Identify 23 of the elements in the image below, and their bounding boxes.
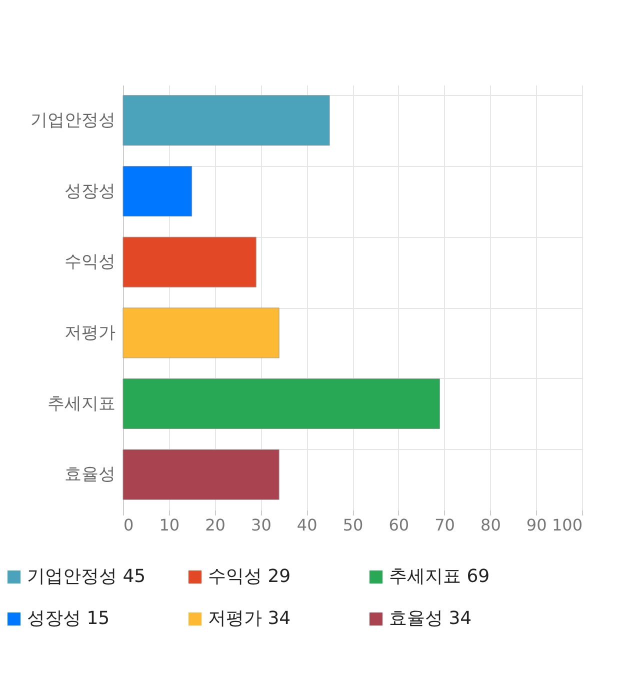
legend-label: 추세지표 69: [389, 566, 490, 587]
y-tick-label: 효율성: [64, 464, 116, 485]
y-tick-label: 기업안정성: [30, 110, 116, 130]
y-tick-label: 저평가: [64, 322, 116, 343]
y-tick-label: 성장성: [64, 181, 116, 202]
x-tick-label: 0: [124, 516, 134, 534]
x-tick-label: 70: [434, 516, 455, 534]
x-tick-label: 40: [296, 516, 318, 534]
legend-label: 기업안정성 45: [27, 566, 146, 587]
x-tick-label: 10: [159, 516, 180, 534]
x-tick-label: 60: [388, 516, 410, 534]
legend-label: 효율성 34: [389, 608, 472, 629]
x-tick-label: 100: [552, 516, 582, 534]
x-tick-label: 90: [526, 516, 547, 534]
y-tick-label: 추세지표: [48, 394, 116, 414]
x-tick-label: 20: [205, 516, 226, 534]
legend-label: 수익성 29: [208, 566, 291, 587]
x-tick-label: 80: [480, 516, 501, 534]
y-tick-label: 수익성: [64, 252, 116, 272]
legend-label: 저평가 34: [208, 608, 291, 629]
x-tick-label: 30: [251, 516, 272, 534]
legend-label: 성장성 15: [27, 608, 110, 629]
x-tick-label: 50: [342, 516, 364, 534]
